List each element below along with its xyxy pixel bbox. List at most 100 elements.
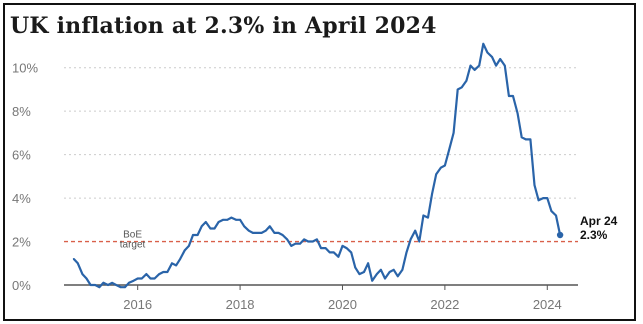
data-point — [550, 210, 553, 213]
data-point — [337, 255, 340, 258]
data-point — [422, 214, 425, 217]
data-point — [200, 225, 203, 228]
data-point — [320, 247, 322, 250]
data-point — [345, 247, 348, 250]
data-point — [235, 218, 237, 221]
data-point — [166, 271, 169, 273]
data-point — [76, 262, 79, 265]
data-point — [427, 216, 429, 219]
data-point — [546, 197, 549, 200]
data-point — [555, 214, 557, 217]
data-point — [145, 273, 148, 275]
end-label-group: Apr 242.3% — [580, 214, 618, 242]
data-point — [277, 232, 280, 234]
data-point — [175, 264, 178, 267]
data-point — [396, 275, 399, 278]
data-point — [303, 238, 305, 241]
data-point — [286, 238, 289, 241]
data-point — [268, 225, 271, 228]
data-point — [324, 247, 327, 250]
data-point — [537, 199, 540, 202]
data-point — [444, 164, 446, 167]
data-point — [132, 279, 135, 282]
data-point — [499, 58, 502, 60]
series-group — [72, 42, 564, 289]
data-point — [460, 86, 463, 89]
data-point — [384, 277, 386, 280]
data-point — [226, 218, 229, 221]
data-point — [179, 258, 182, 260]
data-point — [542, 197, 545, 200]
data-point — [452, 132, 455, 134]
data-point — [508, 95, 510, 97]
data-point — [281, 234, 284, 236]
data-point — [350, 251, 353, 254]
data-point — [520, 136, 523, 139]
data-point — [153, 277, 156, 280]
data-point — [94, 284, 97, 286]
data-point — [482, 42, 485, 45]
data-point — [102, 281, 105, 284]
data-point — [435, 173, 438, 176]
data-point — [230, 216, 233, 219]
data-point — [469, 64, 472, 67]
data-point — [213, 227, 216, 230]
data-point — [294, 242, 297, 245]
data-point — [409, 238, 412, 241]
data-point — [162, 271, 165, 273]
data-point — [495, 64, 497, 67]
data-point — [124, 286, 126, 289]
data-point — [192, 234, 194, 236]
x-tick-label: 2024 — [533, 297, 562, 312]
data-point — [239, 218, 242, 221]
data-point — [188, 245, 190, 247]
data-point — [252, 232, 254, 234]
data-point — [316, 238, 318, 241]
data-point — [72, 258, 75, 260]
data-point — [380, 268, 382, 271]
x-tick-label: 2020 — [328, 297, 357, 312]
data-point — [128, 281, 130, 284]
y-tick-label: 4% — [12, 191, 31, 206]
x-tick-label: 2018 — [226, 297, 255, 312]
data-point — [358, 273, 361, 275]
data-point — [401, 268, 404, 271]
data-point — [529, 138, 532, 141]
data-point — [149, 277, 152, 280]
data-point — [119, 286, 122, 289]
data-point — [405, 251, 408, 254]
data-point — [247, 229, 250, 232]
y-tick-label: 10% — [12, 61, 38, 76]
y-tick-label: 6% — [12, 148, 31, 163]
x-tick-label: 2022 — [430, 297, 459, 312]
data-point — [491, 56, 493, 58]
end-label-value: 2.3% — [580, 228, 608, 242]
data-point — [140, 277, 143, 280]
data-point — [81, 273, 84, 275]
data-point — [371, 279, 374, 282]
data-point — [89, 284, 92, 286]
data-point — [115, 284, 118, 286]
data-point — [363, 271, 365, 273]
x-axis-ticks: 2016 2018 2020 2022 2024 — [123, 285, 562, 312]
data-point — [256, 232, 258, 234]
data-point — [85, 277, 88, 280]
data-point — [439, 166, 442, 169]
data-point — [204, 221, 207, 223]
end-label-date: Apr 24 — [580, 214, 618, 228]
data-point — [111, 281, 113, 284]
data-point — [516, 112, 519, 115]
data-point — [311, 240, 314, 243]
y-axis-ticks: 0% 2% 4% 6% 8% 10% — [12, 61, 38, 293]
data-point — [196, 234, 199, 236]
data-point — [332, 251, 335, 254]
data-point — [448, 149, 450, 152]
y-tick-label: 8% — [12, 104, 31, 119]
data-point — [512, 95, 514, 97]
data-point — [524, 138, 527, 141]
data-point — [243, 225, 246, 228]
chart-title: UK inflation at 2.3% in April 2024 — [10, 13, 437, 39]
data-point — [341, 245, 344, 247]
